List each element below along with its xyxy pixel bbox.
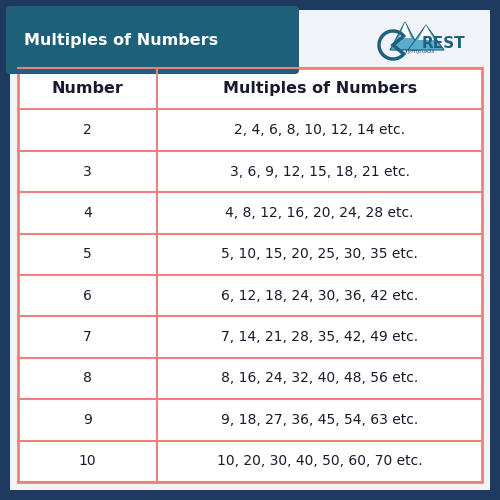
Polygon shape — [408, 25, 444, 50]
Text: Multiples of Numbers: Multiples of Numbers — [222, 81, 416, 96]
Text: 8: 8 — [83, 372, 92, 386]
Text: 6: 6 — [83, 288, 92, 302]
FancyBboxPatch shape — [6, 6, 299, 74]
Text: 5: 5 — [83, 248, 92, 262]
Text: Multiples of Numbers: Multiples of Numbers — [24, 32, 218, 48]
Text: 2, 4, 6, 8, 10, 12, 14 etc.: 2, 4, 6, 8, 10, 12, 14 etc. — [234, 123, 405, 137]
Text: REST: REST — [422, 36, 466, 51]
Bar — [18, 68, 482, 482]
Text: Olympiads: Olympiads — [402, 48, 434, 54]
Text: 4: 4 — [83, 206, 92, 220]
Polygon shape — [418, 25, 434, 40]
Text: 3: 3 — [83, 164, 92, 178]
FancyBboxPatch shape — [10, 10, 490, 490]
Text: 7, 14, 21, 28, 35, 42, 49 etc.: 7, 14, 21, 28, 35, 42, 49 etc. — [221, 330, 418, 344]
Text: 9: 9 — [83, 413, 92, 427]
Text: 4, 8, 12, 16, 20, 24, 28 etc.: 4, 8, 12, 16, 20, 24, 28 etc. — [226, 206, 414, 220]
Text: 3, 6, 9, 12, 15, 18, 21 etc.: 3, 6, 9, 12, 15, 18, 21 etc. — [230, 164, 410, 178]
Polygon shape — [390, 22, 420, 50]
Text: 6, 12, 18, 24, 30, 36, 42 etc.: 6, 12, 18, 24, 30, 36, 42 etc. — [221, 288, 418, 302]
Text: 10, 20, 30, 40, 50, 60, 70 etc.: 10, 20, 30, 40, 50, 60, 70 etc. — [217, 454, 422, 468]
Polygon shape — [399, 22, 411, 38]
Text: 9, 18, 27, 36, 45, 54, 63 etc.: 9, 18, 27, 36, 45, 54, 63 etc. — [221, 413, 418, 427]
Text: 2: 2 — [83, 123, 92, 137]
Text: 5, 10, 15, 20, 25, 30, 35 etc.: 5, 10, 15, 20, 25, 30, 35 etc. — [221, 248, 418, 262]
Text: 8, 16, 24, 32, 40, 48, 56 etc.: 8, 16, 24, 32, 40, 48, 56 etc. — [221, 372, 418, 386]
Text: 7: 7 — [83, 330, 92, 344]
Text: Number: Number — [52, 81, 124, 96]
Text: 10: 10 — [79, 454, 96, 468]
